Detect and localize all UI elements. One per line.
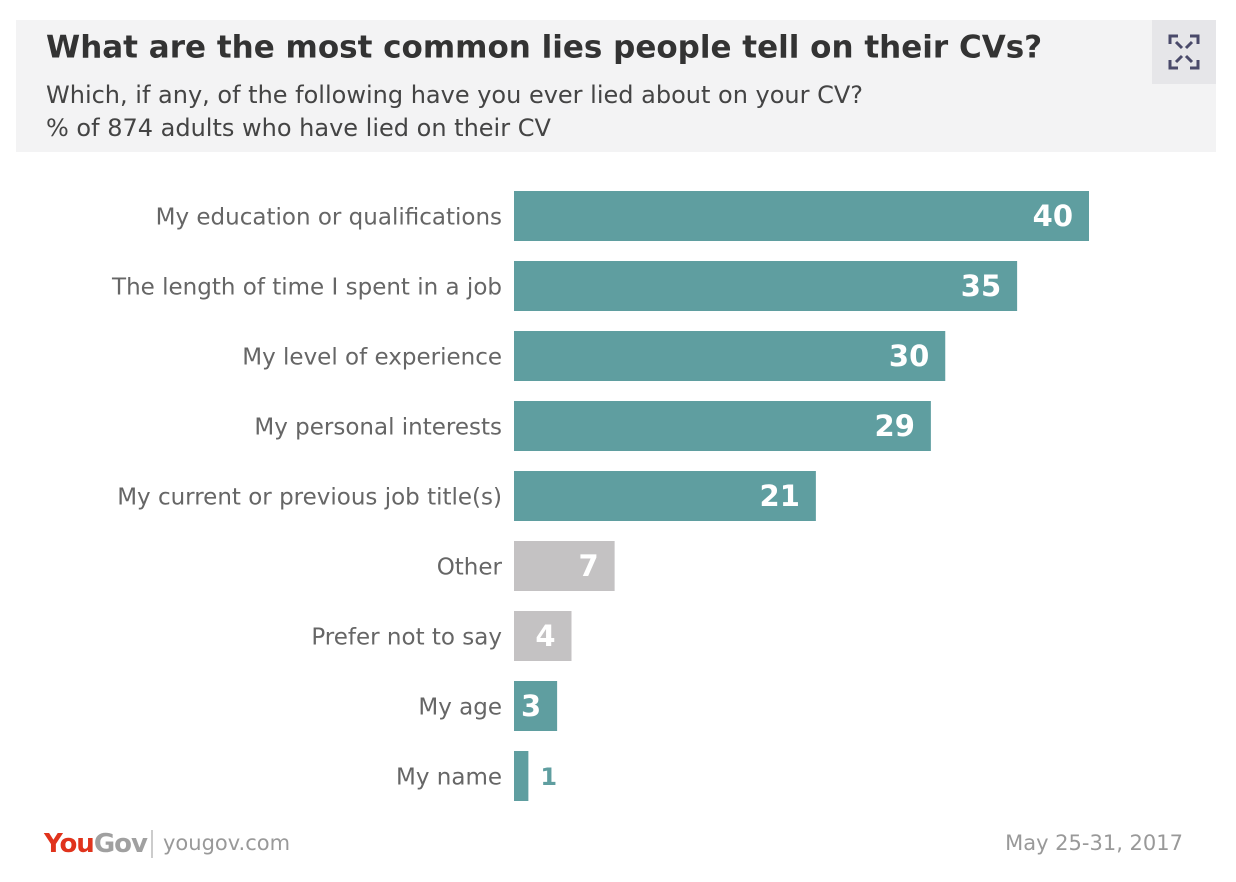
bar bbox=[514, 681, 558, 731]
bar bbox=[514, 331, 946, 381]
bar bbox=[514, 191, 1089, 241]
bar bbox=[514, 401, 931, 451]
bar bbox=[514, 261, 1018, 311]
value-label: 1 bbox=[540, 763, 557, 791]
bar bbox=[514, 751, 529, 801]
value-label: 3 bbox=[521, 689, 541, 723]
category-label: My name bbox=[396, 765, 502, 791]
logo-part: Gov bbox=[94, 829, 148, 859]
category-label: Other bbox=[437, 555, 503, 581]
date: May 25-31, 2017 bbox=[1005, 831, 1183, 855]
source: yougov.com bbox=[163, 831, 290, 855]
expand-icon[interactable] bbox=[1168, 34, 1200, 70]
logo: YouGov bbox=[43, 829, 148, 859]
value-label: 40 bbox=[1033, 199, 1073, 233]
category-label: Prefer not to say bbox=[311, 625, 502, 651]
expand-button-background[interactable] bbox=[1152, 20, 1216, 84]
header-background bbox=[16, 20, 1216, 152]
value-label: 29 bbox=[875, 409, 915, 443]
logo-part: You bbox=[43, 829, 94, 859]
value-label: 21 bbox=[760, 479, 800, 513]
category-label: My current or previous job title(s) bbox=[117, 485, 502, 511]
chart-title: What are the most common lies people tel… bbox=[46, 30, 1042, 66]
category-label: My personal interests bbox=[254, 415, 502, 441]
value-label: 35 bbox=[961, 269, 1001, 303]
category-label: The length of time I spent in a job bbox=[111, 275, 502, 301]
bar bbox=[514, 541, 615, 591]
value-label: 7 bbox=[578, 549, 598, 583]
category-label: My level of experience bbox=[242, 345, 502, 371]
value-label: 4 bbox=[535, 619, 555, 653]
category-label: My education or qualifications bbox=[156, 205, 502, 231]
chart-subtitle: Which, if any, of the following have you… bbox=[46, 81, 863, 109]
value-label: 30 bbox=[889, 339, 929, 373]
chart-subtitle: % of 874 adults who have lied on their C… bbox=[46, 114, 551, 142]
bar bbox=[514, 471, 816, 521]
expand-button[interactable] bbox=[1152, 20, 1216, 84]
category-label: My age bbox=[418, 695, 502, 721]
bar bbox=[514, 611, 572, 661]
